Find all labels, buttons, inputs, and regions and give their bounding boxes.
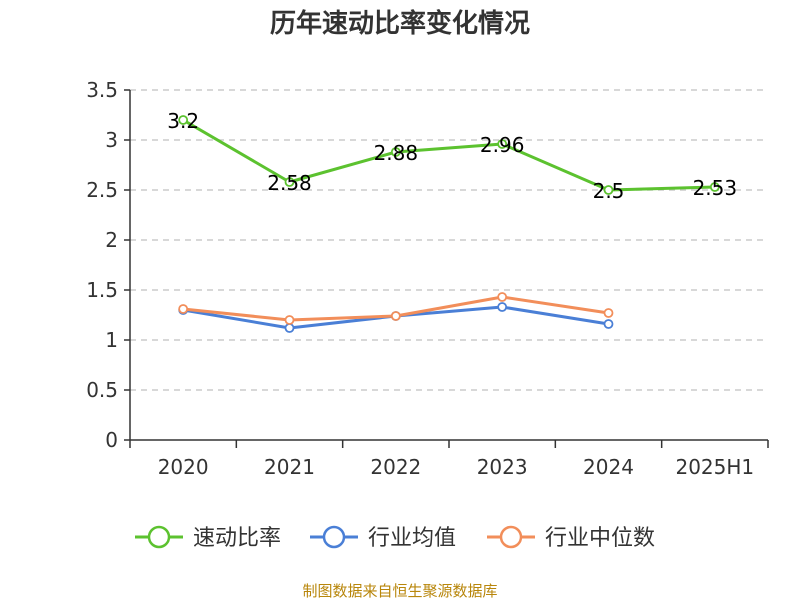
data-point <box>603 308 614 318</box>
x-tick-label: 2025H1 <box>675 455 754 479</box>
legend-label: 速动比率 <box>193 526 281 551</box>
legend-marker <box>147 525 171 549</box>
chart-title: 历年速动比率变化情况 <box>270 8 530 39</box>
data-labels: 3.2 2.58 2.88 2.96 2.5 2.53 <box>167 109 737 203</box>
x-tick-label: 2020 <box>158 455 209 479</box>
data-label: 2.58 <box>267 171 312 195</box>
data-point <box>390 311 401 321</box>
x-tick-label: 2021 <box>264 455 315 479</box>
y-tick-label: 0.5 <box>86 378 118 402</box>
series-line <box>182 118 715 192</box>
series-layer <box>178 115 720 333</box>
data-point <box>603 185 614 195</box>
data-point <box>603 319 614 329</box>
data-point <box>497 292 508 302</box>
legend: 速动比率 行业均值 行业中位数 <box>135 525 655 551</box>
y-tick-label: 2.5 <box>86 178 118 202</box>
x-tick-label: 2022 <box>370 455 421 479</box>
grid-lines <box>130 89 768 391</box>
data-point <box>284 323 295 333</box>
x-tick-label: 2024 <box>583 455 634 479</box>
x-tick-label: 2023 <box>477 455 528 479</box>
data-label: 2.88 <box>374 141 419 165</box>
y-tick-label: 0 <box>105 428 118 452</box>
data-label: 3.2 <box>167 109 199 133</box>
data-label: 2.5 <box>593 179 625 203</box>
legend-label: 行业均值 <box>368 526 456 551</box>
data-point <box>709 182 720 192</box>
data-label: 2.53 <box>693 176 738 200</box>
data-point <box>284 315 295 325</box>
data-point <box>497 139 508 149</box>
y-tick-label: 1 <box>105 328 118 352</box>
data-point <box>497 302 508 312</box>
legend-marker <box>322 525 346 549</box>
data-point <box>390 147 401 157</box>
source-note: 制图数据来自恒生聚源数据库 <box>302 582 497 600</box>
y-tick-label: 1.5 <box>86 278 118 302</box>
legend-marker <box>499 525 523 549</box>
legend-label: 行业中位数 <box>545 526 655 551</box>
data-point <box>178 115 189 125</box>
y-tick-label: 2 <box>105 228 118 252</box>
data-point <box>178 304 189 314</box>
y-tick-label: 3.5 <box>86 78 118 102</box>
data-point <box>284 177 295 187</box>
y-tick-label: 3 <box>105 128 118 152</box>
data-label: 2.96 <box>480 133 525 157</box>
